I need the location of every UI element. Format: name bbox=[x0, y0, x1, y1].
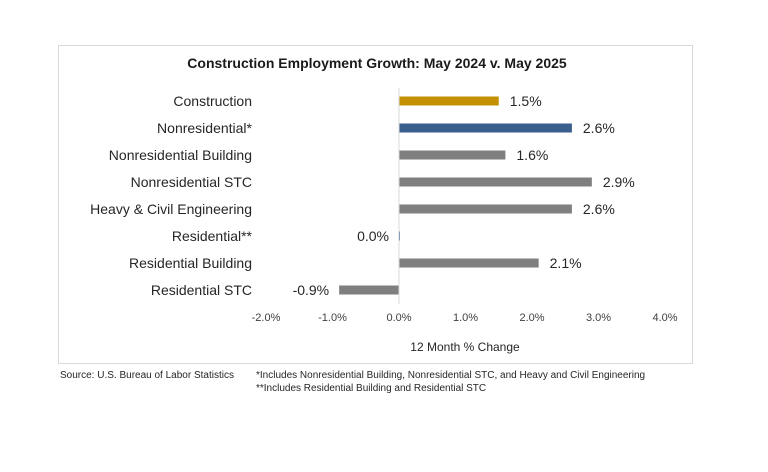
x-tick-label: 1.0% bbox=[453, 312, 478, 324]
category-label: Residential** bbox=[172, 228, 253, 244]
bar bbox=[399, 177, 592, 187]
data-labels: 1.5% 2.6% 1.6% 2.9% 2.6% 0.0% 2.1% -0.9% bbox=[293, 93, 635, 298]
category-labels: Construction Nonresidential* Nonresidentia… bbox=[90, 93, 252, 298]
x-tick-labels: -2.0% -1.0% 0.0% 1.0% 2.0% 3.0% 4.0% bbox=[252, 312, 678, 324]
data-label: -0.9% bbox=[293, 282, 330, 298]
chart-frame bbox=[58, 45, 693, 364]
source-note: Source: U.S. Bureau of Labor Statistics bbox=[60, 370, 234, 381]
x-tick-label: 3.0% bbox=[586, 312, 611, 324]
bar bbox=[399, 123, 572, 133]
x-tick-label: -2.0% bbox=[252, 312, 281, 324]
bar bbox=[399, 258, 539, 268]
x-axis-label: 12 Month % Change bbox=[410, 340, 520, 354]
category-label: Construction bbox=[173, 93, 252, 109]
x-tick-label: 0.0% bbox=[386, 312, 411, 324]
x-tick-label: -1.0% bbox=[318, 312, 347, 324]
data-label: 1.5% bbox=[510, 93, 542, 109]
footnote-nonresidential: *Includes Nonresidential Building, Nonre… bbox=[256, 370, 646, 381]
category-label: Nonresidential STC bbox=[131, 174, 252, 190]
data-label: 2.6% bbox=[583, 120, 615, 136]
category-label: Residential STC bbox=[151, 282, 252, 298]
data-label: 2.9% bbox=[603, 174, 635, 190]
x-tick-label: 4.0% bbox=[652, 312, 677, 324]
data-label: 0.0% bbox=[357, 228, 389, 244]
bar bbox=[399, 150, 506, 160]
data-label: 1.6% bbox=[516, 147, 548, 163]
category-label: Heavy & Civil Engineering bbox=[90, 201, 252, 217]
bar bbox=[399, 96, 499, 106]
category-label: Nonresidential Building bbox=[109, 147, 252, 163]
bar bbox=[399, 204, 572, 214]
footnote-residential: **Includes Residential Building and Resi… bbox=[256, 383, 487, 394]
category-label: Residential Building bbox=[129, 255, 252, 271]
bar bbox=[339, 285, 399, 295]
chart-title: Construction Employment Growth: May 2024… bbox=[187, 55, 567, 71]
data-label: 2.1% bbox=[550, 255, 582, 271]
category-label: Nonresidential* bbox=[157, 120, 252, 136]
data-label: 2.6% bbox=[583, 201, 615, 217]
x-tick-label: 2.0% bbox=[519, 312, 544, 324]
